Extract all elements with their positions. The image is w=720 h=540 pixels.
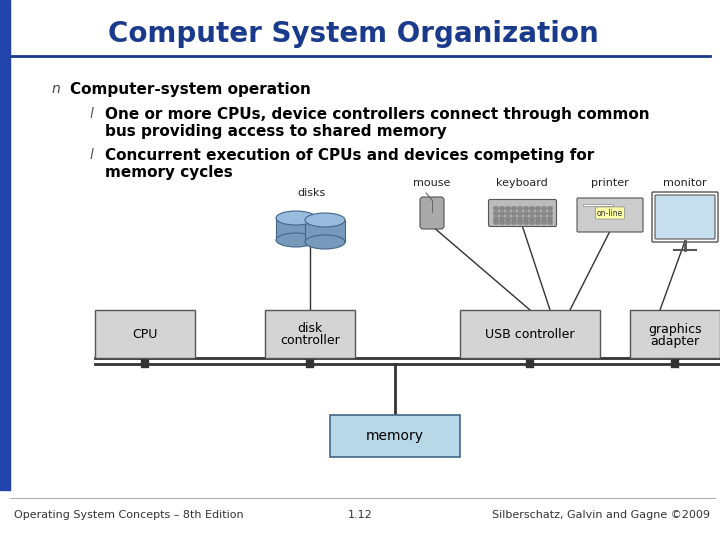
Text: on-line: on-line: [597, 208, 623, 218]
FancyBboxPatch shape: [518, 221, 522, 224]
FancyBboxPatch shape: [530, 217, 534, 220]
FancyBboxPatch shape: [512, 207, 516, 210]
Bar: [265, 310, 355, 358]
Ellipse shape: [305, 213, 345, 227]
FancyBboxPatch shape: [505, 212, 510, 215]
Text: memory cycles: memory cycles: [105, 165, 233, 180]
Ellipse shape: [276, 211, 316, 225]
Text: One or more CPUs, device controllers connect through common: One or more CPUs, device controllers con…: [105, 107, 649, 122]
Text: keyboard: keyboard: [496, 178, 548, 188]
FancyBboxPatch shape: [518, 207, 522, 210]
FancyBboxPatch shape: [536, 221, 540, 224]
FancyBboxPatch shape: [536, 207, 540, 210]
Bar: [630, 310, 720, 358]
Text: controller: controller: [280, 334, 340, 348]
Text: Operating System Concepts – 8th Edition: Operating System Concepts – 8th Edition: [14, 510, 243, 520]
Text: monitor: monitor: [663, 178, 707, 188]
FancyBboxPatch shape: [500, 221, 504, 224]
FancyBboxPatch shape: [494, 221, 498, 224]
FancyBboxPatch shape: [488, 199, 557, 226]
Text: adapter: adapter: [650, 334, 700, 348]
FancyBboxPatch shape: [494, 207, 498, 210]
FancyBboxPatch shape: [500, 207, 504, 210]
Text: 1.12: 1.12: [348, 510, 372, 520]
Text: disk: disk: [297, 322, 323, 335]
FancyBboxPatch shape: [548, 212, 552, 215]
Bar: [276, 218, 316, 240]
FancyBboxPatch shape: [523, 212, 528, 215]
Bar: [460, 310, 600, 358]
Text: Computer-system operation: Computer-system operation: [70, 82, 311, 97]
Bar: [95, 310, 195, 358]
Ellipse shape: [276, 233, 316, 247]
FancyBboxPatch shape: [518, 217, 522, 220]
FancyBboxPatch shape: [420, 197, 444, 229]
Bar: [583, 204, 613, 206]
Text: bus providing access to shared memory: bus providing access to shared memory: [105, 124, 446, 139]
FancyBboxPatch shape: [505, 217, 510, 220]
Text: Computer System Organization: Computer System Organization: [108, 20, 599, 48]
FancyBboxPatch shape: [494, 217, 498, 220]
FancyBboxPatch shape: [500, 212, 504, 215]
FancyBboxPatch shape: [541, 221, 546, 224]
FancyBboxPatch shape: [548, 207, 552, 210]
FancyBboxPatch shape: [512, 221, 516, 224]
FancyBboxPatch shape: [523, 217, 528, 220]
FancyBboxPatch shape: [512, 212, 516, 215]
Text: l: l: [90, 148, 94, 162]
FancyBboxPatch shape: [536, 212, 540, 215]
Bar: [305, 220, 345, 242]
Bar: [0, 0, 10, 490]
FancyBboxPatch shape: [512, 217, 516, 220]
FancyBboxPatch shape: [536, 217, 540, 220]
FancyBboxPatch shape: [655, 195, 715, 239]
Text: memory: memory: [366, 429, 424, 443]
Text: l: l: [90, 107, 94, 121]
FancyBboxPatch shape: [530, 212, 534, 215]
Text: Silberschatz, Galvin and Gagne ©2009: Silberschatz, Galvin and Gagne ©2009: [492, 510, 710, 520]
FancyBboxPatch shape: [541, 212, 546, 215]
Text: Concurrent execution of CPUs and devices competing for: Concurrent execution of CPUs and devices…: [105, 148, 594, 163]
Text: disks: disks: [298, 188, 326, 198]
FancyBboxPatch shape: [548, 217, 552, 220]
FancyBboxPatch shape: [577, 198, 643, 232]
FancyBboxPatch shape: [541, 207, 546, 210]
Text: mouse: mouse: [413, 178, 451, 188]
FancyBboxPatch shape: [530, 221, 534, 224]
Text: CPU: CPU: [132, 327, 158, 341]
Text: printer: printer: [591, 178, 629, 188]
FancyBboxPatch shape: [523, 207, 528, 210]
Bar: [330, 415, 460, 457]
FancyBboxPatch shape: [523, 221, 528, 224]
FancyBboxPatch shape: [530, 207, 534, 210]
Text: graphics: graphics: [648, 322, 702, 335]
FancyBboxPatch shape: [518, 212, 522, 215]
FancyBboxPatch shape: [500, 217, 504, 220]
FancyBboxPatch shape: [494, 212, 498, 215]
Text: n: n: [52, 82, 60, 96]
Text: USB controller: USB controller: [485, 327, 575, 341]
FancyBboxPatch shape: [505, 207, 510, 210]
FancyBboxPatch shape: [548, 221, 552, 224]
FancyBboxPatch shape: [505, 221, 510, 224]
FancyBboxPatch shape: [541, 217, 546, 220]
Ellipse shape: [305, 235, 345, 249]
